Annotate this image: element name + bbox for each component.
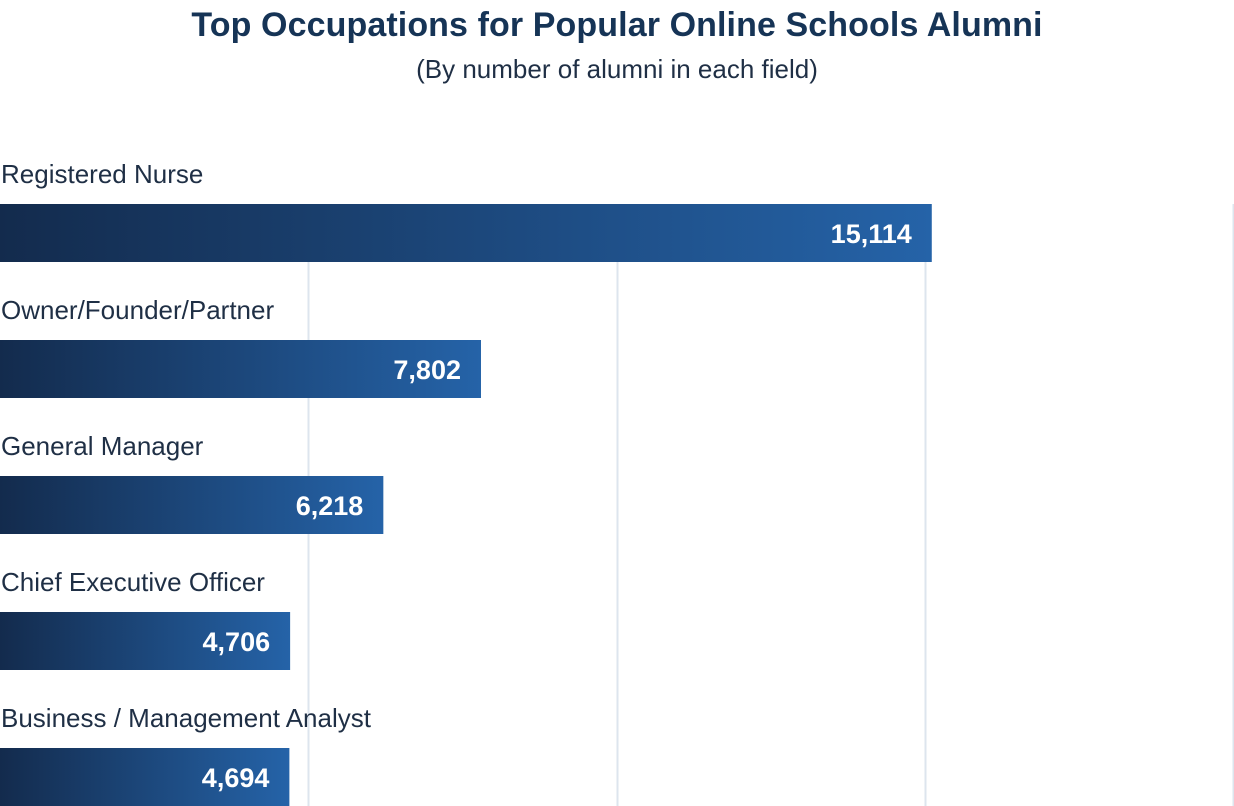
bar-row: Owner/Founder/Partner 7,802: [0, 295, 481, 398]
bar-value-label: 15,114: [831, 219, 912, 249]
category-label: Registered Nurse: [1, 159, 203, 189]
bar: [0, 612, 291, 670]
category-label: General Manager: [1, 431, 204, 461]
bar-row: General Manager 6,218: [0, 431, 384, 534]
bar-value-label: 4,694: [202, 763, 270, 793]
category-label: Chief Executive Officer: [1, 567, 265, 597]
bars: Registered Nurse 15,114 Owner/Founder/Part…: [0, 159, 932, 806]
bar: [0, 748, 290, 806]
bar: [0, 204, 932, 262]
bar-row: Registered Nurse 15,114: [0, 159, 932, 262]
chart-subtitle: (By number of alumni in each field): [416, 54, 818, 84]
chart-title: Top Occupations for Popular Online Schoo…: [191, 6, 1043, 44]
gridlines: [307, 204, 1234, 806]
bar-value-label: 7,802: [393, 355, 461, 385]
bar-value-label: 6,218: [296, 491, 364, 521]
bar-row: Chief Executive Officer 4,706: [0, 567, 291, 670]
bar: [0, 476, 384, 534]
bar-row: Business / Management Analyst 4,694: [0, 703, 372, 806]
category-label: Business / Management Analyst: [1, 703, 372, 733]
bar-value-label: 4,706: [203, 627, 271, 657]
category-label: Owner/Founder/Partner: [1, 295, 274, 325]
bar: [0, 340, 481, 398]
